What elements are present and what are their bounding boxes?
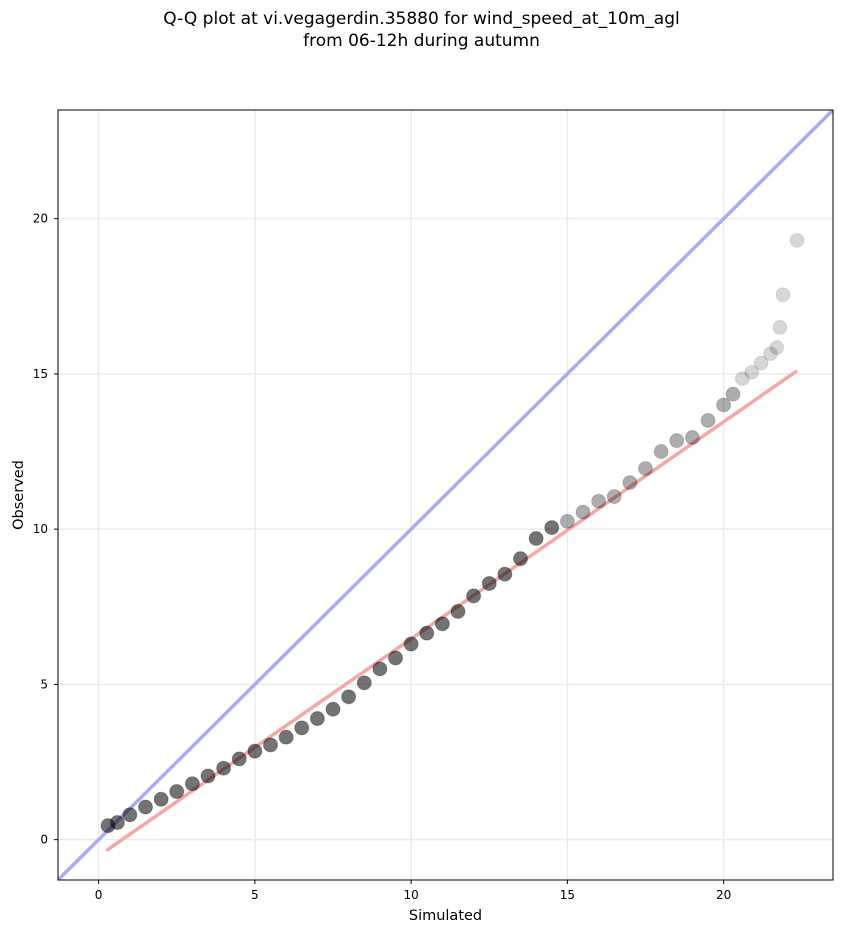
quantile-point [372,661,388,677]
quantile-point [153,791,169,807]
x-tick-label-3: 15 [560,888,575,902]
quantile-point [216,760,232,776]
quantile-point [772,319,788,335]
quantile-point [434,616,450,632]
y-tick-label-2: 10 [33,522,48,536]
quantile-point [200,768,216,784]
quantile-point [544,520,560,536]
quantile-point [122,807,138,823]
quantile-point [450,603,466,619]
quantile-point [528,530,544,546]
quantile-point [763,346,778,362]
quantile-point [591,493,607,509]
x-tick-label-1: 5 [251,888,259,902]
quantile-point [734,371,750,387]
y-tick-label-1: 5 [40,677,48,691]
quantile-point [497,566,513,582]
quantile-point [575,504,591,520]
quantile-point [247,743,263,759]
quantile-point [309,711,325,727]
quantile-point [481,575,497,591]
quantile-point [138,799,153,815]
reference-lines [58,110,833,880]
quantile-point [356,675,372,691]
chart-title-line-1: Q-Q plot at vi.vegagerdin.35880 for wind… [163,9,680,29]
quantile-point [684,430,700,446]
quantile-point [403,636,419,652]
quantile-point [231,751,247,767]
quantile-point [669,433,685,449]
quantile-point [388,650,403,666]
plot-frame [57,109,834,881]
axis-ticks: 0 5 10 15 20 0 5 10 15 20 [33,212,732,902]
quantile-point [653,444,669,460]
quantile-point [789,232,805,248]
x-tick-label-4: 20 [716,888,731,902]
quantile-point [109,815,125,831]
quantile-point [278,729,294,745]
quantile-point [513,551,528,567]
x-tick-label-0: 0 [95,888,103,902]
chart-title: Q-Q plot at vi.vegagerdin.35880 for wind… [0,8,843,52]
quantile-point [716,397,732,413]
quantile-point [606,489,622,505]
quantile-point [638,461,653,477]
quantile-point [341,689,357,705]
quantile-points [100,232,805,834]
quantile-point [325,701,341,717]
x-tick-label-2: 10 [403,888,418,902]
quantile-point [263,737,278,753]
quantile-point [466,588,482,604]
quantile-point [294,720,310,736]
quantile-point [744,364,760,380]
x-axis-label: Simulated [409,908,482,924]
quantile-point [622,475,638,491]
quantile-point [769,340,785,356]
quantile-point [559,513,575,529]
quantile-point [184,776,200,792]
identity-line [58,110,833,880]
quantile-point [775,287,791,303]
y-axis-label: Observed [11,460,27,530]
y-tick-label-0: 0 [40,833,48,847]
quantile-point [700,412,716,428]
chart-title-line-2: from 06-12h during autumn [303,31,540,51]
quantile-point [169,784,185,800]
quantile-point [419,625,435,641]
quantile-point [753,355,769,371]
y-tick-label-3: 15 [33,367,48,381]
y-tick-label-4: 20 [33,212,48,226]
quantile-point [725,386,741,402]
